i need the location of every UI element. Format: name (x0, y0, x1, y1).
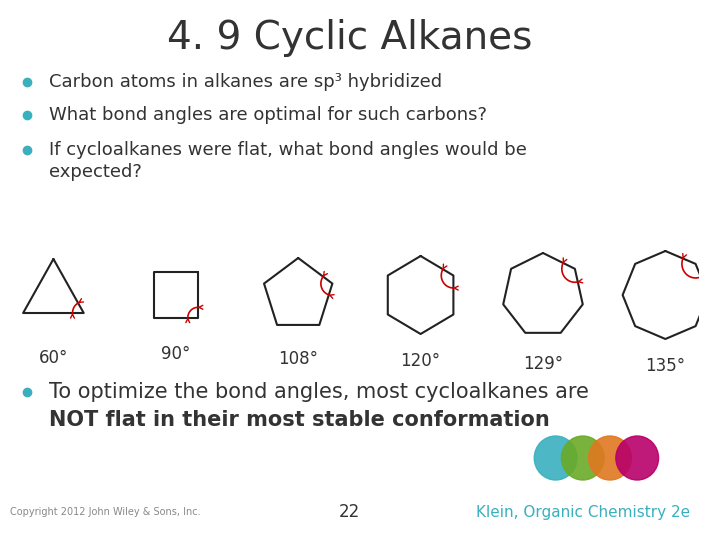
Circle shape (534, 436, 577, 480)
Text: To optimize the bond angles, most cycloalkanes are: To optimize the bond angles, most cycloa… (48, 382, 588, 402)
Text: Klein, Organic Chemistry 2e: Klein, Organic Chemistry 2e (475, 504, 690, 519)
Text: 22: 22 (339, 503, 360, 521)
Circle shape (562, 436, 604, 480)
Text: What bond angles are optimal for such carbons?: What bond angles are optimal for such ca… (48, 106, 487, 124)
Text: Copyright 2012 John Wiley & Sons, Inc.: Copyright 2012 John Wiley & Sons, Inc. (9, 507, 200, 517)
Text: 129°: 129° (523, 355, 563, 373)
Text: If cycloalkanes were flat, what bond angles would be: If cycloalkanes were flat, what bond ang… (48, 141, 526, 159)
Circle shape (589, 436, 631, 480)
Text: 135°: 135° (645, 357, 685, 375)
Text: Carbon atoms in alkanes are sp³ hybridized: Carbon atoms in alkanes are sp³ hybridiz… (48, 73, 441, 91)
Text: NOT flat in their most stable conformation: NOT flat in their most stable conformati… (48, 410, 549, 430)
Text: 120°: 120° (400, 352, 441, 370)
Circle shape (616, 436, 659, 480)
Text: 108°: 108° (278, 350, 318, 368)
Text: 90°: 90° (161, 345, 191, 363)
Text: expected?: expected? (48, 163, 141, 181)
Text: 4. 9 Cyclic Alkanes: 4. 9 Cyclic Alkanes (167, 19, 532, 57)
Text: 60°: 60° (39, 349, 68, 367)
